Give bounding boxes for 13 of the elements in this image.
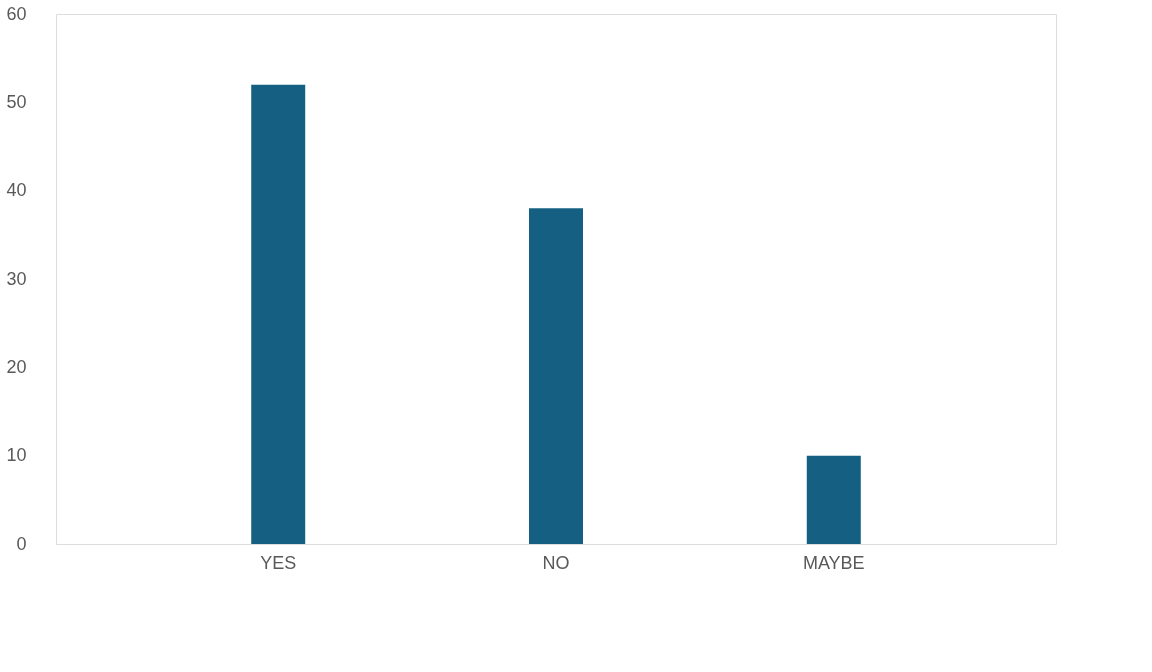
x-tick-label: NO (542, 552, 570, 573)
y-tick-label: 60 (6, 3, 27, 24)
bar (251, 84, 306, 544)
y-tick-label: 40 (6, 180, 27, 201)
bar (806, 455, 861, 544)
y-tick-label: 50 (6, 91, 27, 112)
y-tick-label: 0 (16, 533, 27, 554)
bar (529, 208, 583, 544)
x-tick-label: MAYBE (802, 552, 865, 573)
y-tick-label: 10 (6, 445, 27, 466)
x-tick-label: YES (260, 552, 297, 573)
y-tick-label: 30 (6, 268, 27, 289)
y-tick-label: 20 (6, 356, 27, 377)
